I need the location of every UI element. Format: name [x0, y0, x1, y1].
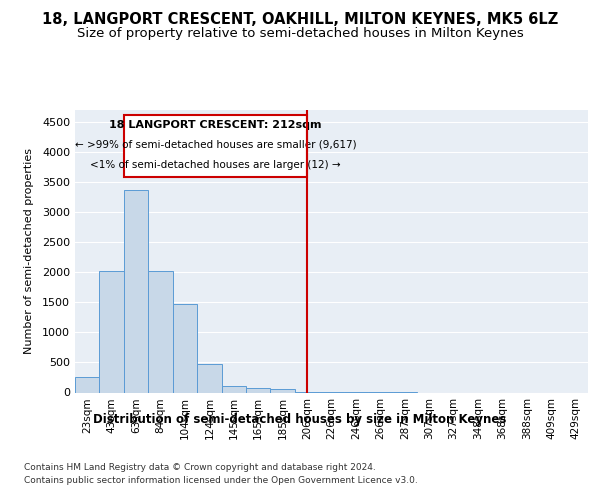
- Text: Size of property relative to semi-detached houses in Milton Keynes: Size of property relative to semi-detach…: [77, 28, 523, 40]
- Text: ← >99% of semi-detached houses are smaller (9,617): ← >99% of semi-detached houses are small…: [74, 140, 356, 150]
- Text: 18 LANGPORT CRESCENT: 212sqm: 18 LANGPORT CRESCENT: 212sqm: [109, 120, 322, 130]
- Text: <1% of semi-detached houses are larger (12) →: <1% of semi-detached houses are larger (…: [90, 160, 341, 170]
- Text: Distribution of semi-detached houses by size in Milton Keynes: Distribution of semi-detached houses by …: [94, 412, 506, 426]
- Text: Contains public sector information licensed under the Open Government Licence v3: Contains public sector information licen…: [24, 476, 418, 485]
- Bar: [148, 271, 173, 392]
- Bar: [271, 390, 295, 392]
- Text: 18, LANGPORT CRESCENT, OAKHILL, MILTON KEYNES, MK5 6LZ: 18, LANGPORT CRESCENT, OAKHILL, MILTON K…: [42, 12, 558, 28]
- Bar: [124, 190, 148, 392]
- Bar: [100, 271, 124, 392]
- Bar: [173, 304, 197, 392]
- Bar: [124, 115, 307, 178]
- Y-axis label: Number of semi-detached properties: Number of semi-detached properties: [23, 148, 34, 354]
- Bar: [75, 378, 100, 392]
- Text: Contains HM Land Registry data © Crown copyright and database right 2024.: Contains HM Land Registry data © Crown c…: [24, 462, 376, 471]
- Bar: [246, 388, 271, 392]
- Bar: [221, 386, 246, 392]
- Bar: [197, 364, 221, 392]
